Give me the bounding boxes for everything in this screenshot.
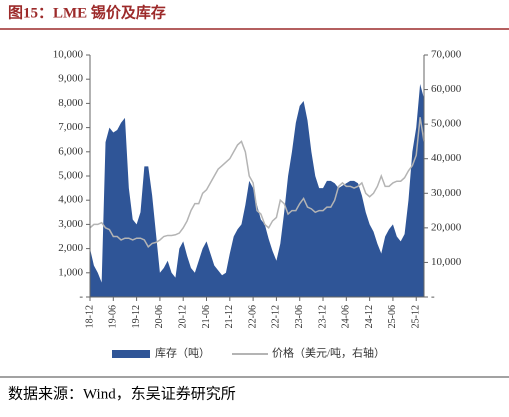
- y2-tick-label: 50,000: [431, 118, 462, 130]
- y-tick-label: 4,000: [58, 194, 83, 206]
- y2-tick-label: 10,000: [431, 256, 462, 268]
- x-tick-label: 23-06: [294, 305, 305, 328]
- y-tick-label: 10,000: [53, 49, 84, 61]
- source: 数据来源：Wind，东吴证券研究所: [8, 385, 236, 402]
- legend-swatch: [112, 350, 150, 358]
- y-tick-label: 7,000: [58, 121, 83, 133]
- x-tick-label: 20-12: [178, 305, 189, 328]
- x-tick-label: 23-12: [317, 305, 328, 328]
- chart-title: 图15：LME 锡价及库存: [8, 3, 166, 21]
- y-tick-label: 9,000: [58, 73, 83, 85]
- x-tick-label: 25-12: [411, 305, 422, 328]
- y-tick-label: 1,000: [58, 266, 83, 278]
- y2-tick-label: 70,000: [431, 49, 462, 61]
- y2-tick-label: -: [431, 291, 435, 303]
- x-tick-label: 18-12: [84, 305, 95, 328]
- x-tick-label: 22-12: [271, 305, 282, 328]
- y2-tick-label: 60,000: [431, 83, 462, 95]
- x-tick-label: 25-06: [387, 305, 398, 328]
- x-tick-label: 24-12: [364, 305, 375, 328]
- y-tick-label: 2,000: [58, 242, 83, 254]
- y-tick-label: 8,000: [58, 97, 83, 109]
- y2-tick-label: 40,000: [431, 152, 462, 164]
- y-tick-label: 3,000: [58, 218, 83, 230]
- x-tick-label: 19-06: [108, 305, 119, 328]
- y-tick-label: 5,000: [58, 170, 83, 182]
- inventory-area: [90, 84, 424, 297]
- y2-tick-label: 30,000: [431, 187, 462, 199]
- y-tick-label: -: [79, 291, 83, 303]
- y2-tick-label: 20,000: [431, 221, 462, 233]
- price-line: [89, 117, 425, 249]
- x-tick-label: 20-06: [154, 305, 165, 328]
- x-tick-label: 22-06: [247, 305, 258, 328]
- x-tick-label: 21-12: [224, 305, 235, 328]
- x-tick-label: 19-12: [131, 305, 142, 328]
- legend-label: 价格（美元/吨，右轴）: [272, 346, 385, 360]
- x-tick-label: 24-06: [341, 305, 352, 328]
- legend-label: 库存（吨）: [155, 346, 210, 360]
- x-tick-label: 21-06: [201, 305, 212, 328]
- y-tick-label: 6,000: [58, 145, 83, 157]
